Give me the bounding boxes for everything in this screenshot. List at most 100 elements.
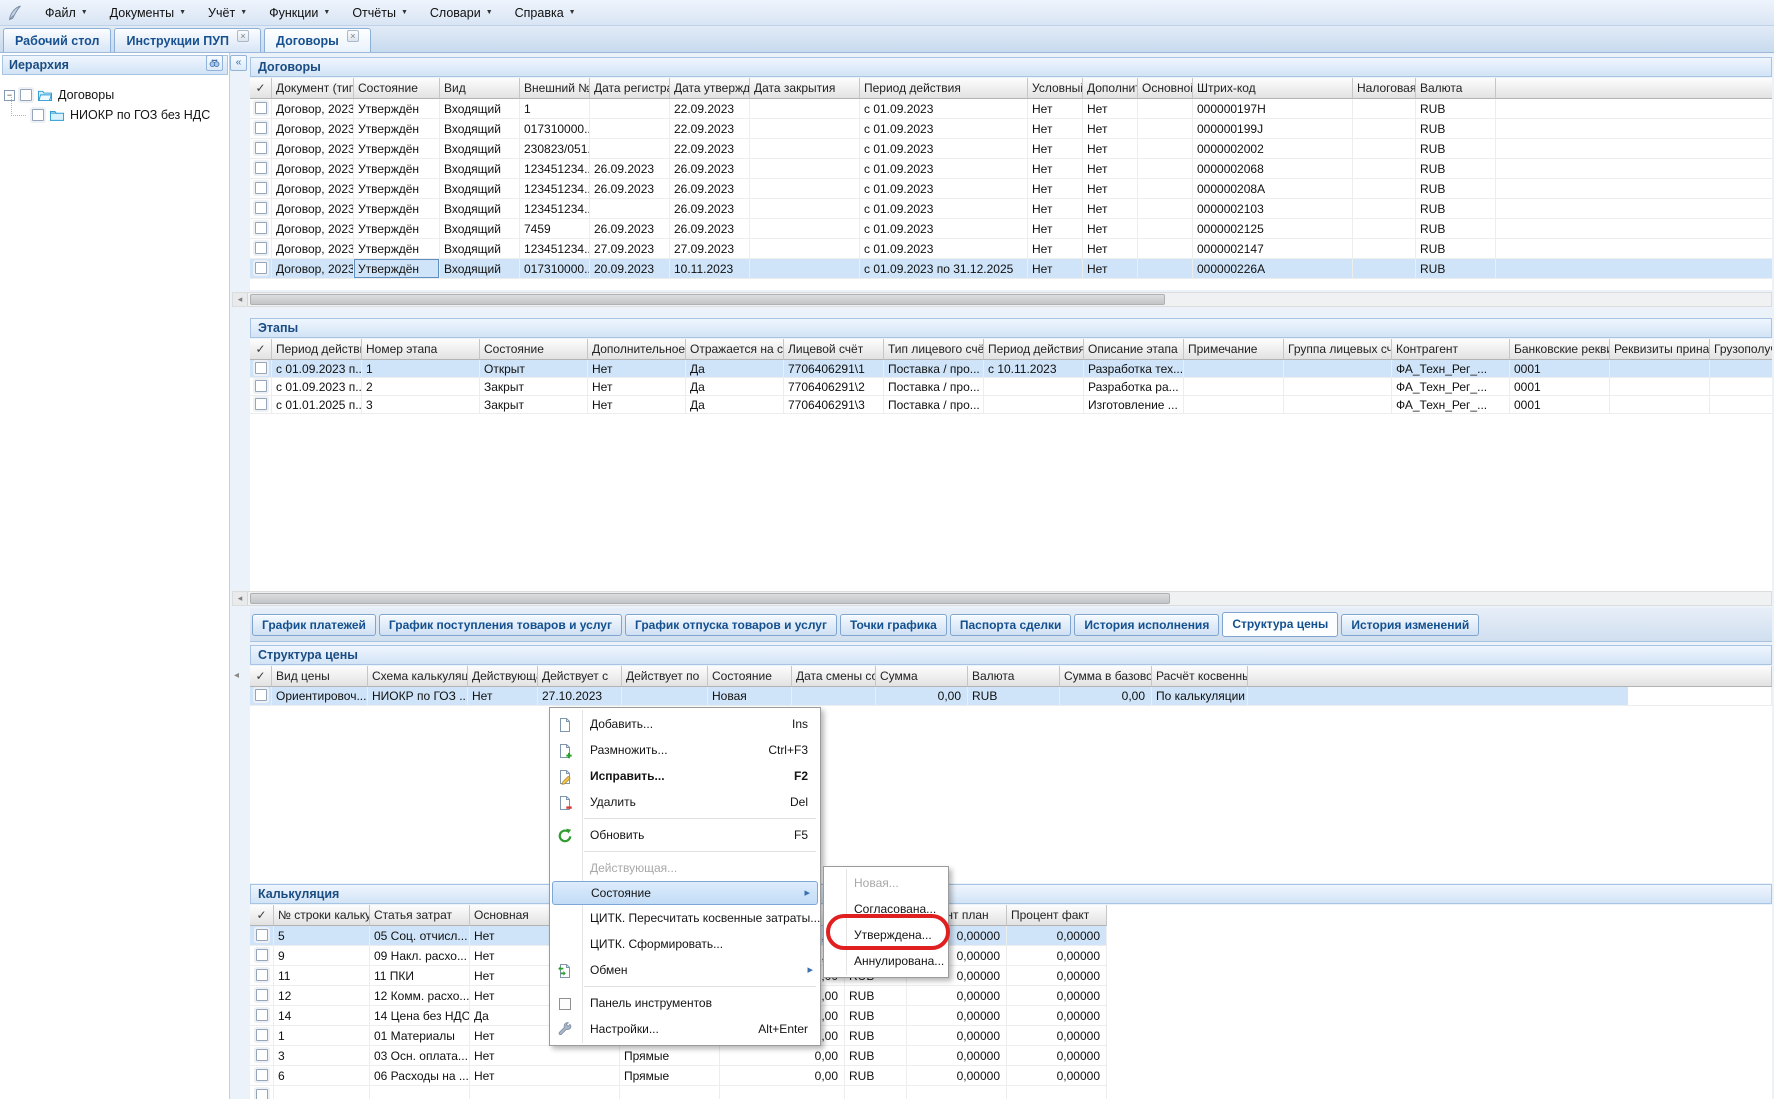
column-header[interactable]: Действующая: [468, 666, 538, 687]
column-header[interactable]: Расчёт косвенных: [1152, 666, 1248, 687]
row-checkbox[interactable]: [254, 397, 267, 410]
column-header[interactable]: Дата утверждения: [670, 78, 750, 99]
column-header[interactable]: Внешний №: [520, 78, 590, 99]
column-header[interactable]: Лицевой счёт: [784, 339, 884, 360]
row-checkbox[interactable]: [255, 1048, 268, 1061]
detail-tab[interactable]: График поступления товаров и услуг: [378, 613, 622, 636]
table-row[interactable]: с 01.09.2023 п... 2 Закрыт Нет Да 7706406291\…: [250, 378, 1772, 396]
row-checkbox[interactable]: [254, 101, 267, 114]
menu-item[interactable]: Состояние ▸: [552, 881, 818, 905]
select-all-header[interactable]: ✓: [250, 339, 272, 360]
column-header[interactable]: Сумма в базовой в: [1060, 666, 1152, 687]
column-header[interactable]: Схема калькуляци: [368, 666, 468, 687]
table-row[interactable]: Договор, 2023/...УтверждёнВходящий230823…: [250, 139, 1772, 159]
column-header[interactable]: Период действия л: [984, 339, 1084, 360]
menubar-item[interactable]: Учёт ▼: [197, 0, 258, 25]
column-header[interactable]: Состояние: [708, 666, 792, 687]
window-tab[interactable]: Рабочий стол: [3, 28, 112, 52]
column-header[interactable]: Валюта: [968, 666, 1060, 687]
menu-item[interactable]: Обновить F5: [550, 822, 820, 848]
row-checkbox[interactable]: [254, 261, 267, 274]
table-row[interactable]: 6 06 Расходы на ... Нет Прямые 0,00 RUB 0,0000…: [250, 1066, 1107, 1086]
table-row[interactable]: с 01.01.2025 п... 3 Закрыт Нет Да 7706406291\…: [250, 396, 1772, 414]
column-header[interactable]: Состояние: [354, 78, 440, 99]
row-checkbox[interactable]: [255, 988, 268, 1001]
search-icon[interactable]: [206, 55, 223, 71]
column-header[interactable]: № строки калькул: [274, 905, 370, 926]
table-row[interactable]: Договор, 2023/...УтверждёнВходящий745926…: [250, 219, 1772, 239]
menubar-item[interactable]: Файл ▼: [34, 0, 99, 25]
tree-item-contracts[interactable]: − Договоры: [0, 85, 229, 105]
scroll-left-icon[interactable]: ◂: [233, 293, 248, 306]
column-header[interactable]: Вид: [440, 78, 520, 99]
column-header[interactable]: Статья затрат: [370, 905, 470, 926]
table-row[interactable]: Договор, 2023/...УтверждёнВходящий123451…: [250, 179, 1772, 199]
row-checkbox[interactable]: [254, 379, 267, 392]
table-row[interactable]: Договор, 2023/...УтверждёнВходящий122.09…: [250, 99, 1772, 119]
detail-tab[interactable]: Паспорта сделки: [949, 613, 1072, 636]
column-header[interactable]: Дата смены состоя: [792, 666, 876, 687]
tree-item-niokr[interactable]: НИОКР по ГОЗ без НДС: [0, 97, 229, 125]
column-header[interactable]: Период действия: [860, 78, 1028, 99]
row-checkbox[interactable]: [255, 928, 268, 941]
menu-item[interactable]: Панель инструментов: [550, 990, 820, 1016]
table-row[interactable]: Договор, 2023/...УтверждёнВходящий017310…: [250, 259, 1772, 279]
column-header[interactable]: Действует с: [538, 666, 622, 687]
scrollbar-thumb[interactable]: [250, 294, 1165, 305]
column-header[interactable]: Банковские рекви:: [1510, 339, 1610, 360]
select-all-header[interactable]: ✓: [250, 905, 274, 926]
column-header[interactable]: Тип лицевого счёт: [884, 339, 984, 360]
menu-item[interactable]: Размножить... Ctrl+F3: [550, 737, 820, 763]
close-icon[interactable]: ×: [346, 29, 359, 42]
column-header[interactable]: Вид цены: [272, 666, 368, 687]
close-icon[interactable]: ×: [237, 29, 250, 42]
select-all-header[interactable]: ✓: [250, 78, 272, 99]
column-header[interactable]: Группа лицевых сч: [1284, 339, 1392, 360]
menu-item[interactable]: Утверждена...: [824, 922, 948, 948]
menubar-item[interactable]: Функции ▼: [258, 0, 341, 25]
row-checkbox[interactable]: [254, 689, 267, 701]
row-checkbox[interactable]: [255, 1068, 268, 1081]
row-checkbox[interactable]: [254, 221, 267, 234]
column-header[interactable]: Отражается на су: [686, 339, 784, 360]
column-header[interactable]: Основной договор: [1138, 78, 1193, 99]
detail-tab[interactable]: История изменений: [1341, 613, 1480, 636]
menu-item[interactable]: Настройки... Alt+Enter: [550, 1016, 820, 1042]
menu-item[interactable]: Согласована...: [824, 896, 948, 922]
row-checkbox[interactable]: [255, 1088, 268, 1099]
column-header[interactable]: Дата регистрации.: [590, 78, 670, 99]
row-checkbox[interactable]: [255, 968, 268, 981]
column-header[interactable]: Дополнительное с: [1083, 78, 1138, 99]
column-header[interactable]: Штрих-код: [1193, 78, 1353, 99]
window-tab[interactable]: Инструкции ПУП ×: [114, 28, 262, 52]
column-header[interactable]: Документ (тип, №: [272, 78, 354, 99]
window-tab[interactable]: Договоры ×: [264, 28, 371, 52]
menubar-item[interactable]: Словари ▼: [419, 0, 504, 25]
menubar-item[interactable]: Отчёты ▼: [341, 0, 419, 25]
row-checkbox[interactable]: [254, 181, 267, 194]
scroll-left-icon[interactable]: ◂: [233, 592, 248, 605]
stages-horizontal-scrollbar[interactable]: ◂: [232, 591, 1772, 606]
row-checkbox[interactable]: [254, 241, 267, 254]
row-checkbox[interactable]: [254, 141, 267, 154]
tree-checkbox[interactable]: [32, 109, 44, 121]
menu-item[interactable]: Добавить... Ins: [550, 711, 820, 737]
column-header[interactable]: Номер этапа: [362, 339, 480, 360]
column-header[interactable]: Налоговая группа.: [1353, 78, 1416, 99]
detail-tab[interactable]: График платежей: [252, 613, 376, 636]
column-header[interactable]: Сумма: [876, 666, 968, 687]
row-checkbox[interactable]: [254, 121, 267, 134]
table-row[interactable]: Договор, 2023/...УтверждёнВходящий123451…: [250, 239, 1772, 259]
menu-item[interactable]: ЦИТК. Пересчитать косвенные затраты...: [550, 905, 820, 931]
table-row[interactable]: Договор, 2023/...УтверждёнВходящий123451…: [250, 199, 1772, 219]
menu-item[interactable]: Удалить Del: [550, 789, 820, 815]
column-header[interactable]: Условный договор: [1028, 78, 1083, 99]
tree-checkbox[interactable]: [20, 89, 32, 101]
column-header[interactable]: Период действия..: [272, 339, 362, 360]
collapse-expander-icon[interactable]: −: [4, 89, 15, 101]
column-header[interactable]: Реквизиты принад: [1610, 339, 1710, 360]
row-checkbox[interactable]: [255, 948, 268, 961]
detail-tab[interactable]: График отпуска товаров и услуг: [624, 613, 837, 636]
table-row[interactable]: 3 03 Осн. оплата... Нет Прямые 0,00 RUB 0,0000…: [250, 1046, 1107, 1066]
scroll-left-icon[interactable]: ◂: [234, 670, 240, 681]
